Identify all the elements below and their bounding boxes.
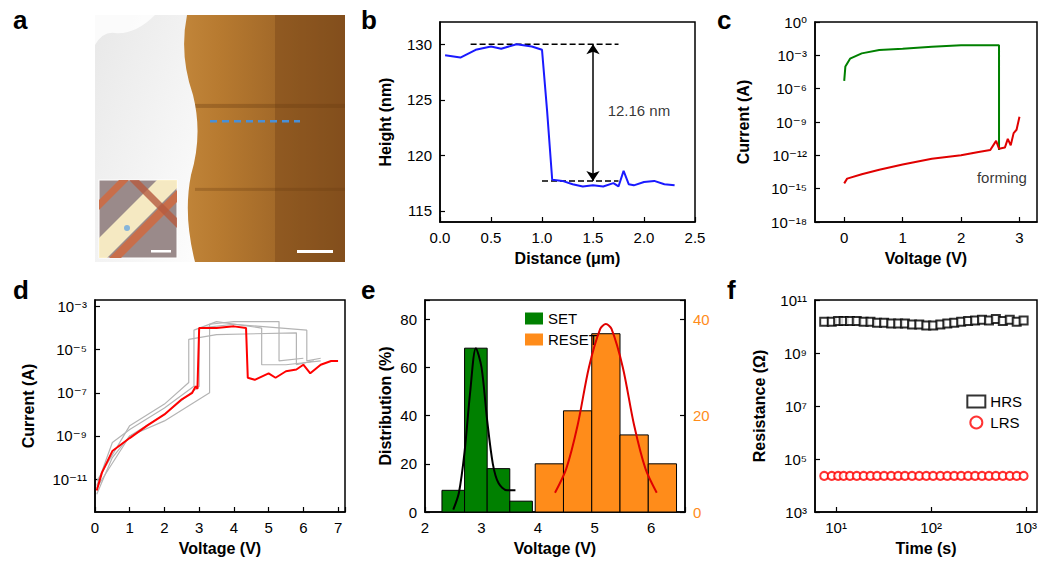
svg-text:6: 6 <box>299 519 307 536</box>
svg-text:forming: forming <box>977 169 1027 186</box>
svg-text:10⁻¹²: 10⁻¹² <box>772 147 807 164</box>
svg-text:10⁻⁶: 10⁻⁶ <box>776 80 807 97</box>
svg-text:10³: 10³ <box>1015 519 1037 536</box>
svg-text:115: 115 <box>408 202 432 219</box>
svg-text:20: 20 <box>400 455 417 472</box>
svg-text:LRS: LRS <box>990 414 1019 431</box>
svg-text:2: 2 <box>421 519 429 536</box>
svg-text:e: e <box>361 275 375 305</box>
svg-text:10⁻¹⁵: 10⁻¹⁵ <box>771 180 807 197</box>
svg-text:10⁻⁷: 10⁻⁷ <box>57 384 87 401</box>
svg-text:10³: 10³ <box>785 504 807 521</box>
svg-text:a: a <box>13 5 28 35</box>
svg-text:1.5: 1.5 <box>583 229 604 246</box>
svg-text:4: 4 <box>534 519 542 536</box>
svg-text:125: 125 <box>407 91 432 108</box>
svg-text:10⁻³: 10⁻³ <box>777 47 807 64</box>
svg-text:0: 0 <box>91 519 99 536</box>
svg-text:10⁻³: 10⁻³ <box>57 298 87 315</box>
svg-text:10⁻⁹: 10⁻⁹ <box>56 427 87 444</box>
svg-text:10⁻¹⁸: 10⁻¹⁸ <box>771 214 807 231</box>
svg-text:3: 3 <box>195 519 203 536</box>
svg-text:120: 120 <box>407 147 432 164</box>
svg-text:3: 3 <box>1015 229 1023 246</box>
svg-text:b: b <box>361 5 377 35</box>
svg-text:10²: 10² <box>920 519 942 536</box>
svg-text:4: 4 <box>230 519 238 536</box>
svg-text:Current (A): Current (A) <box>20 364 37 448</box>
svg-text:2: 2 <box>160 519 168 536</box>
svg-text:c: c <box>717 5 731 35</box>
svg-text:5: 5 <box>590 519 598 536</box>
svg-text:RESET: RESET <box>548 331 598 348</box>
svg-text:40: 40 <box>693 311 710 328</box>
svg-text:Time (s): Time (s) <box>895 540 956 557</box>
svg-text:80: 80 <box>400 311 417 328</box>
svg-text:2.5: 2.5 <box>685 229 706 246</box>
svg-text:Voltage (V): Voltage (V) <box>179 540 261 557</box>
svg-text:12.16 nm: 12.16 nm <box>608 102 671 119</box>
svg-text:Voltage (V): Voltage (V) <box>885 250 967 267</box>
svg-text:10⁷: 10⁷ <box>785 398 807 415</box>
svg-text:10⁻⁹: 10⁻⁹ <box>776 114 807 131</box>
svg-text:7: 7 <box>334 519 342 536</box>
svg-text:5: 5 <box>264 519 272 536</box>
svg-text:0: 0 <box>409 504 417 521</box>
svg-text:SET: SET <box>548 310 577 327</box>
svg-text:Distribution (%): Distribution (%) <box>377 346 394 465</box>
svg-text:Resistance (Ω): Resistance (Ω) <box>751 350 768 462</box>
svg-text:f: f <box>727 275 736 305</box>
svg-text:0.5: 0.5 <box>481 229 502 246</box>
svg-text:60: 60 <box>400 359 417 376</box>
svg-text:Height (nm): Height (nm) <box>377 78 394 167</box>
svg-text:130: 130 <box>407 36 432 53</box>
svg-text:2.0: 2.0 <box>634 229 655 246</box>
svg-text:0.0: 0.0 <box>430 229 451 246</box>
svg-text:1: 1 <box>126 519 134 536</box>
svg-text:0: 0 <box>840 229 848 246</box>
svg-text:10⁻¹¹: 10⁻¹¹ <box>52 471 87 488</box>
svg-text:1: 1 <box>898 229 906 246</box>
svg-text:1.0: 1.0 <box>532 229 553 246</box>
svg-text:HRS: HRS <box>990 393 1022 410</box>
svg-text:2: 2 <box>957 229 965 246</box>
svg-text:6: 6 <box>647 519 655 536</box>
svg-text:10⁻⁵: 10⁻⁵ <box>56 341 87 358</box>
svg-text:Current (A): Current (A) <box>735 80 752 164</box>
svg-text:10⁰: 10⁰ <box>784 14 807 31</box>
svg-text:10⁹: 10⁹ <box>784 345 807 362</box>
svg-text:10⁵: 10⁵ <box>784 451 807 468</box>
svg-text:10¹: 10¹ <box>825 519 847 536</box>
svg-text:Voltage (V): Voltage (V) <box>514 540 596 557</box>
svg-text:10¹¹: 10¹¹ <box>780 292 807 309</box>
svg-text:0: 0 <box>693 504 701 521</box>
svg-text:40: 40 <box>400 407 417 424</box>
svg-text:Distance (μm): Distance (μm) <box>515 250 621 267</box>
svg-text:d: d <box>13 275 29 305</box>
svg-text:3: 3 <box>477 519 485 536</box>
svg-text:20: 20 <box>693 407 710 424</box>
